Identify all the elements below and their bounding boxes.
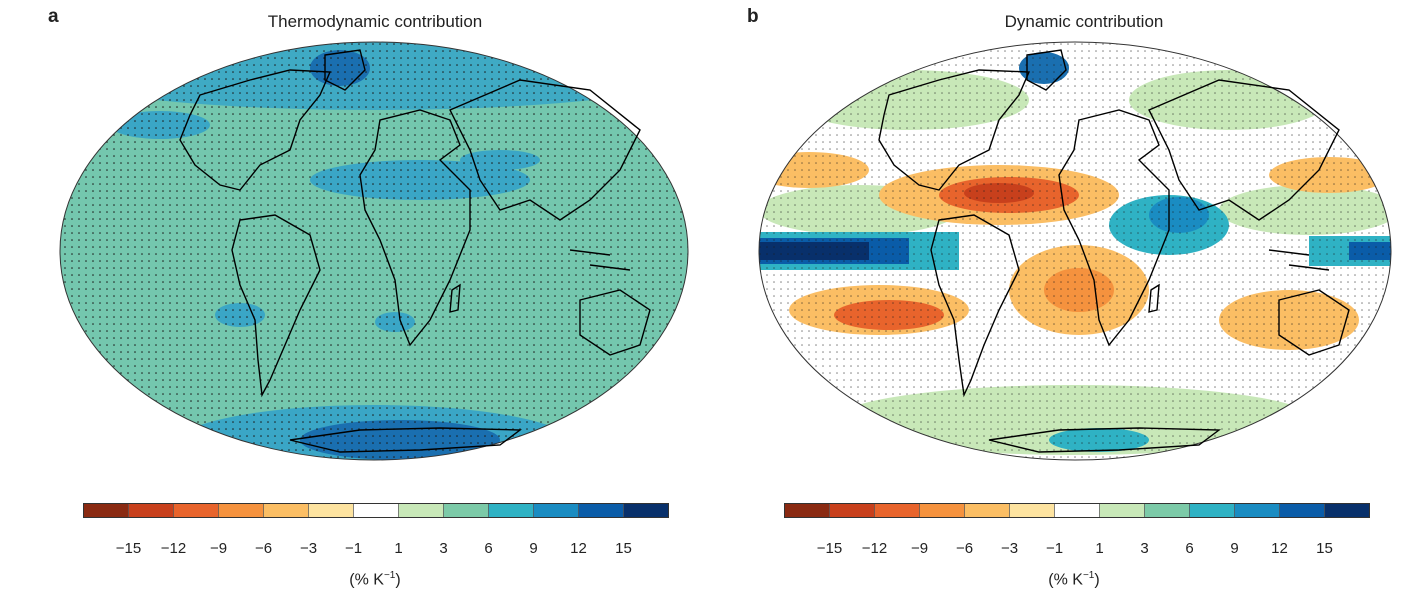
world-map-dynamic	[758, 41, 1392, 461]
colorbar-tick-label: 9	[1230, 540, 1239, 557]
colorbar-cell	[308, 503, 354, 518]
colorbar-cell	[443, 503, 489, 518]
colorbar-tick-label: −9	[209, 540, 228, 557]
colorbar-tick-label: 6	[1185, 540, 1194, 557]
colorbar-cell	[488, 503, 534, 518]
colorbar-cell	[1324, 503, 1370, 518]
colorbar-cell	[263, 503, 309, 518]
colorbar-tick-label: −12	[861, 540, 888, 557]
colorbar-tick-label: −3	[1000, 540, 1019, 557]
panel-letter: b	[747, 6, 759, 27]
colorbar-unit-label: (% K−1)	[349, 570, 401, 589]
colorbar-cell	[1099, 503, 1145, 518]
colorbar-cell	[533, 503, 579, 518]
colorbar-unit-label: (% K−1)	[1048, 570, 1100, 589]
colorbar-cell	[128, 503, 174, 518]
colorbar-tick-label: 12	[1271, 540, 1288, 557]
colorbar-cell	[83, 503, 129, 518]
colorbar-cell	[1189, 503, 1235, 518]
colorbar-tick-label: 15	[1316, 540, 1333, 557]
colorbar-tick-label: −15	[816, 540, 843, 557]
colorbar-cell	[1054, 503, 1100, 518]
colorbar-tick-label: 3	[439, 540, 448, 557]
colorbar-tick-label: 6	[484, 540, 493, 557]
colorbar-cell	[919, 503, 965, 518]
colorbar-tick-label: 1	[394, 540, 403, 557]
colorbar-cell	[829, 503, 875, 518]
colorbar	[784, 503, 1370, 518]
colorbar-tick-label: −9	[910, 540, 929, 557]
panel-dynamic: b Dynamic contribution	[709, 0, 1418, 604]
world-map-thermodynamic	[59, 41, 689, 461]
colorbar-cell	[874, 503, 920, 518]
colorbar-cell	[353, 503, 399, 518]
colorbar-tick-label: 1	[1095, 540, 1104, 557]
colorbar-cell	[173, 503, 219, 518]
colorbar-cell	[218, 503, 264, 518]
panel-title: Dynamic contribution	[1004, 12, 1164, 31]
panel-letter: a	[48, 6, 59, 27]
colorbar-tick-label: 12	[570, 540, 587, 557]
colorbar	[83, 503, 669, 518]
colorbar-tick-label: 3	[1140, 540, 1149, 557]
colorbar-tick-label: −15	[115, 540, 142, 557]
colorbar-tick-label: −3	[299, 540, 318, 557]
colorbar-tick-label: 15	[615, 540, 632, 557]
colorbar-cell	[1234, 503, 1280, 518]
colorbar-tick-label: −6	[955, 540, 974, 557]
panel-title: Thermodynamic contribution	[267, 12, 483, 31]
colorbar-tick-label: −12	[160, 540, 187, 557]
coastlines	[878, 49, 1350, 453]
colorbar-cell	[623, 503, 669, 518]
coastlines	[179, 49, 651, 453]
colorbar-tick-label: −1	[344, 540, 363, 557]
colorbar-cell	[578, 503, 624, 518]
colorbar-tick-label: −6	[254, 540, 273, 557]
panel-thermodynamic: a Thermodynamic contribution	[48, 6, 689, 589]
colorbar-tick-label: 9	[529, 540, 538, 557]
colorbar-cell	[964, 503, 1010, 518]
colorbar-cell	[398, 503, 444, 518]
colorbar-cell	[784, 503, 830, 518]
colorbar-cell	[1009, 503, 1055, 518]
colorbar-cell	[1279, 503, 1325, 518]
colorbar-cell	[1144, 503, 1190, 518]
colorbar-tick-label: −1	[1045, 540, 1064, 557]
